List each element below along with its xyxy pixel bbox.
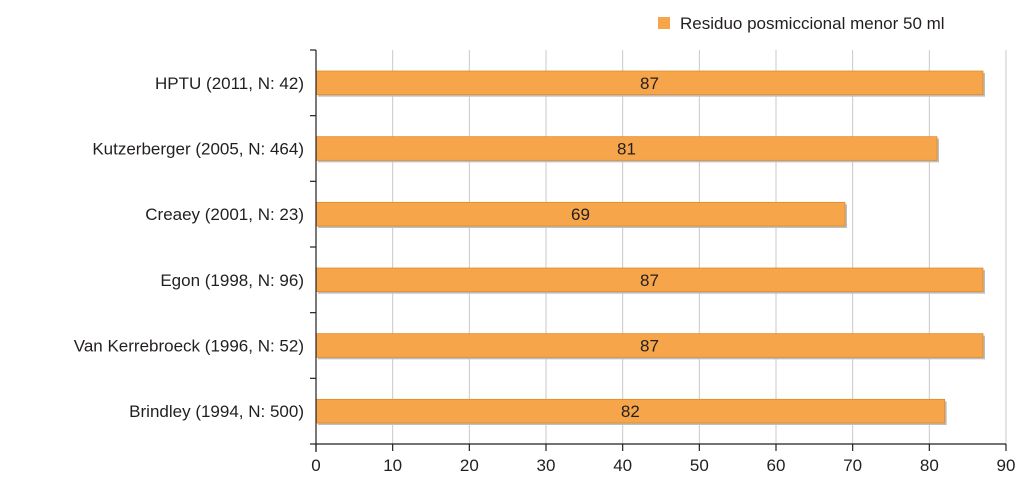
grid-lines	[392, 50, 1007, 444]
category-label: Kutzerberger (2005, N: 464)	[92, 140, 304, 159]
x-tick-label: 80	[920, 456, 939, 475]
data-label: 87	[640, 271, 659, 290]
legend-label: Residuo posmiccional menor 50 ml	[680, 14, 945, 33]
x-tick-label: 50	[690, 456, 709, 475]
category-label: Van Kerrebroeck (1996, N: 52)	[74, 337, 304, 356]
data-label: 81	[617, 140, 636, 159]
x-tick-label: 60	[767, 456, 786, 475]
x-tick-label: 90	[997, 456, 1016, 475]
data-label: 87	[640, 74, 659, 93]
category-label: HPTU (2011, N: 42)	[155, 74, 304, 93]
category-label: Creaey (2001, N: 23)	[145, 205, 304, 224]
legend-swatch	[658, 17, 670, 29]
legend: Residuo posmiccional menor 50 ml	[658, 14, 945, 33]
x-tick-label: 20	[460, 456, 479, 475]
data-label: 87	[640, 337, 659, 356]
bars: 87 81 69 87 87 82	[315, 70, 985, 425]
x-tick-label: 30	[537, 456, 556, 475]
x-tick-label: 10	[383, 456, 402, 475]
x-tick-label: 0	[311, 456, 320, 475]
category-label: Brindley (1994, N: 500)	[129, 402, 304, 421]
x-tick-label: 40	[613, 456, 632, 475]
data-label: 69	[571, 205, 590, 224]
category-label: Egon (1998, N: 96)	[160, 271, 304, 290]
axes: HPTU (2011, N: 42) Kutzerberger (2005, N:…	[74, 49, 1016, 475]
x-tick-label: 70	[843, 456, 862, 475]
data-label: 82	[621, 402, 640, 421]
